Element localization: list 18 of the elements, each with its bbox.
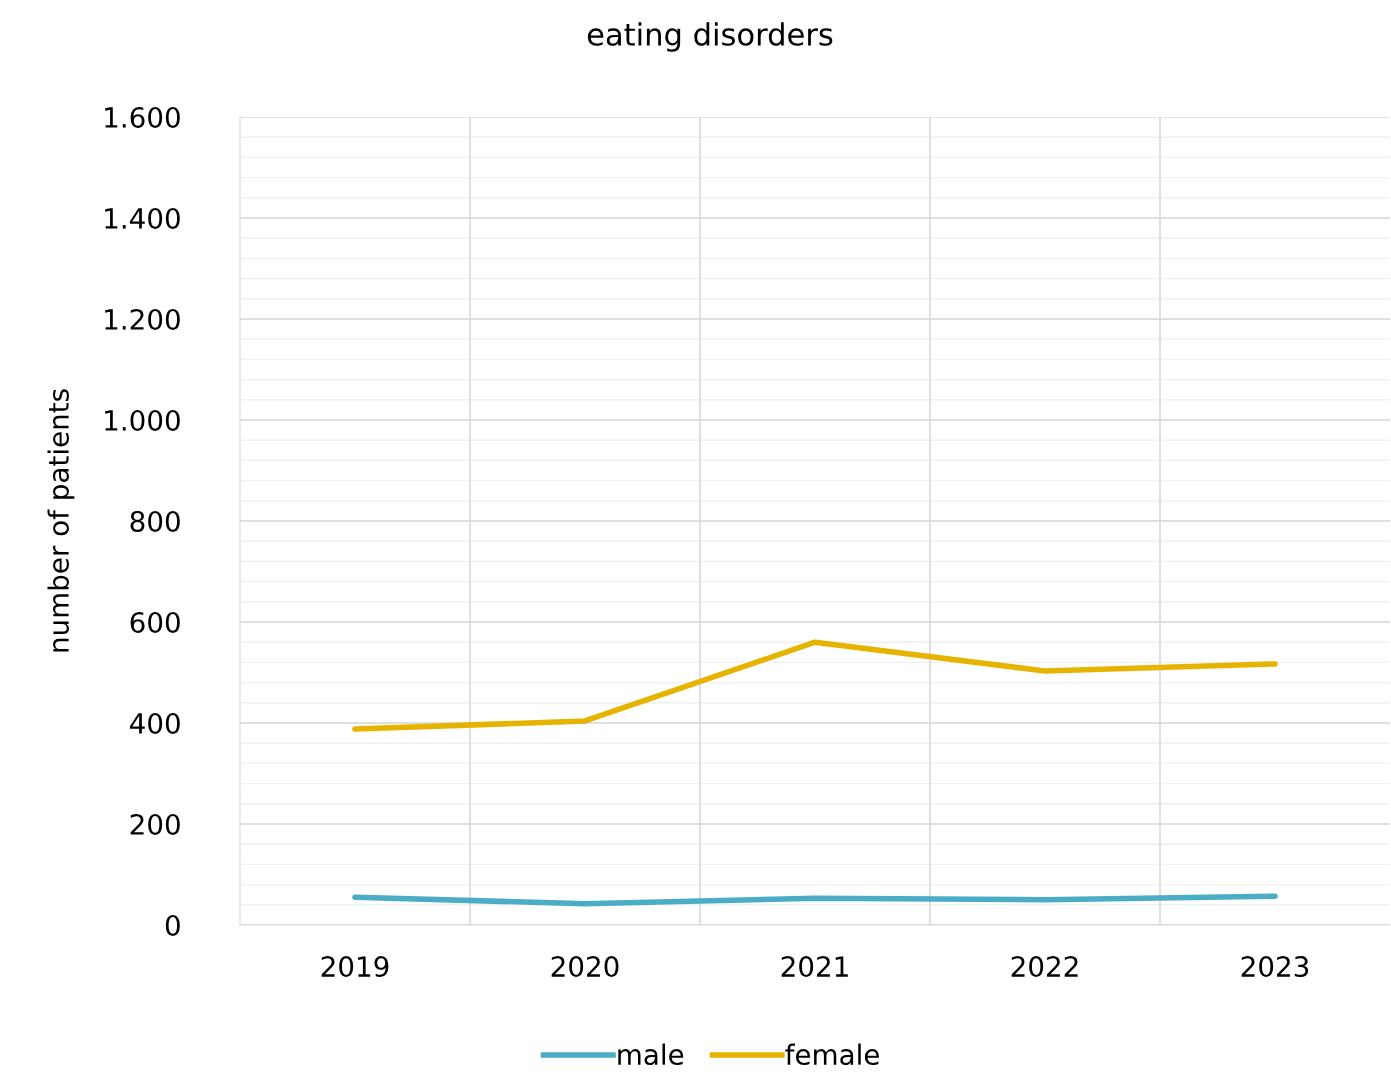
y-tick-label: 1.400 <box>105 207 180 229</box>
y-tick-label: 200 <box>130 813 180 835</box>
chart-title: eating disorders <box>587 22 833 52</box>
legend-label: female <box>785 1043 879 1066</box>
y-tick-label: 1.200 <box>105 308 180 330</box>
y-tick-label: 1.600 <box>105 106 180 128</box>
y-tick-label: 0 <box>165 914 180 936</box>
y-tick-label: 1.000 <box>105 409 180 431</box>
x-tick-label: 2019 <box>321 956 389 978</box>
x-tick-label: 2020 <box>551 956 619 978</box>
y-tick-label: 400 <box>130 712 180 734</box>
y-tick-label: 600 <box>130 611 180 633</box>
x-tick-label: 2022 <box>1011 956 1078 978</box>
legend-label: male <box>618 1043 684 1066</box>
x-tick-label: 2021 <box>781 956 848 978</box>
x-tick-label: 2023 <box>1241 956 1309 978</box>
y-tick-label: 800 <box>130 510 180 532</box>
y-axis-title: number of patients <box>47 389 75 652</box>
